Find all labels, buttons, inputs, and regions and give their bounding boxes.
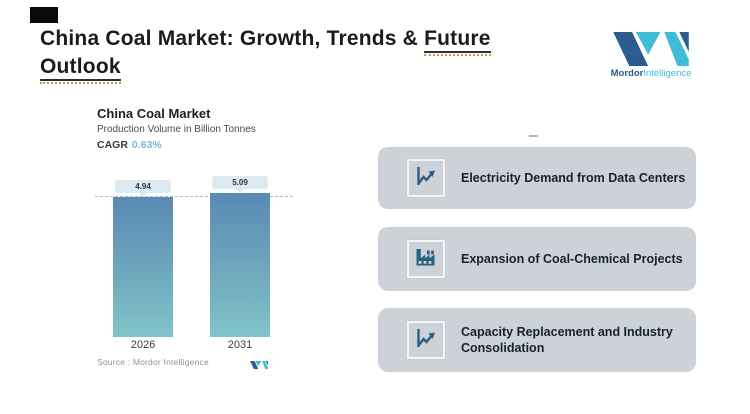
chart-subtitle: Production Volume in Billion Tonnes	[97, 124, 256, 135]
brand-wordmark: MordorIntelligence	[601, 68, 701, 79]
line-chart-icon	[414, 164, 438, 193]
x-axis-label-2026: 2026	[130, 339, 156, 351]
driver-card-coal-chemical: Expansion of Coal-Chemical Projects	[378, 227, 696, 291]
cagr-value: 0.63%	[131, 139, 162, 151]
chart-cagr-row: CAGR 0.63%	[97, 139, 162, 151]
brand-logo: MordorIntelligence	[601, 32, 701, 79]
chart-title: China Coal Market	[97, 106, 211, 121]
driver-card-electricity-demand: Electricity Demand from Data Centers	[378, 147, 696, 209]
icon-tile	[407, 159, 445, 197]
icon-tile	[407, 240, 445, 278]
page-title-underlined-word: Future	[424, 27, 491, 56]
chart-source: Source : Mordor Intelligence	[97, 357, 209, 367]
bar-2026	[113, 197, 173, 337]
driver-card-label: Expansion of Coal-Chemical Projects	[461, 252, 683, 266]
driver-card-capacity-replacement: Capacity Replacement and Industry Consol…	[378, 308, 696, 372]
icon-tile	[407, 321, 445, 359]
brand-word-secondary: Intelligence	[643, 68, 692, 79]
line-chart-icon	[414, 326, 438, 355]
bar-chart-plot: 4.94 5.09	[95, 170, 295, 337]
driver-card-label: Electricity Demand from Data Centers	[461, 171, 686, 185]
reference-dashed-line	[95, 196, 293, 197]
factory-icon	[414, 245, 438, 274]
page-title: China Coal Market: Growth, Trends & Futu…	[40, 25, 540, 84]
mordor-intelligence-mini-logo-icon	[250, 356, 268, 374]
bar-2031	[210, 193, 270, 337]
driver-card-label: Capacity Replacement and Industry Consol…	[461, 325, 673, 355]
black-rectangle-artifact	[30, 7, 58, 23]
brand-word-primary: Mordor	[610, 68, 644, 79]
value-label-2026: 4.94	[115, 180, 171, 197]
cagr-label: CAGR	[97, 139, 128, 151]
value-label-2031: 5.09	[212, 176, 268, 193]
page-title-text: China Coal Market: Growth, Trends &	[40, 27, 425, 50]
mordor-intelligence-logo-icon	[601, 32, 701, 66]
page-title-line2: Outlook	[40, 55, 121, 84]
x-axis-label-2031: 2031	[227, 339, 253, 351]
small-dash-artifact	[529, 135, 538, 137]
